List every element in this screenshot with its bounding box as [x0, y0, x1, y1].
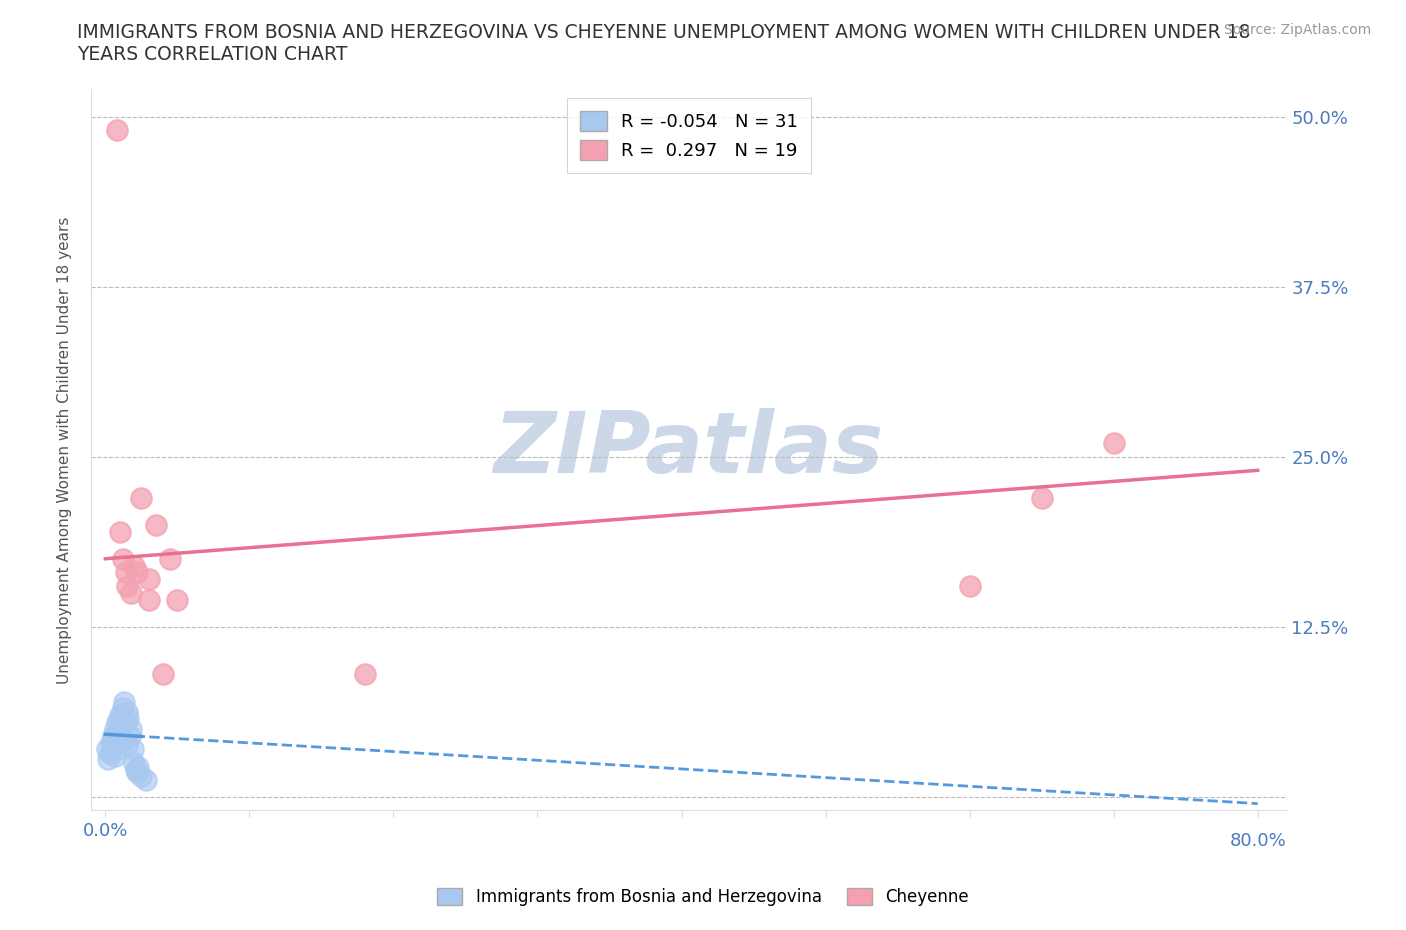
Point: [138, 592, 160, 607]
Point: [105, 714, 128, 729]
Point: [108, 525, 131, 539]
Point: [138, 572, 160, 587]
Point: [107, 742, 129, 757]
Point: [166, 592, 188, 607]
Point: [131, 769, 153, 784]
Point: [104, 749, 127, 764]
Point: [104, 722, 127, 737]
Point: [115, 578, 138, 593]
Point: [105, 123, 128, 138]
Point: [118, 728, 141, 743]
Point: [107, 724, 129, 739]
Point: [103, 732, 125, 747]
Point: [145, 517, 167, 532]
Point: [108, 719, 131, 734]
Legend: Immigrants from Bosnia and Herzegovina, Cheyenne: Immigrants from Bosnia and Herzegovina, …: [430, 881, 976, 912]
Point: [111, 551, 134, 566]
Point: [120, 722, 142, 737]
Point: [122, 755, 145, 770]
Point: [111, 701, 134, 716]
Legend: R = -0.054   N = 31, R =  0.297   N = 19: R = -0.054 N = 31, R = 0.297 N = 19: [567, 99, 811, 172]
Point: [100, 735, 122, 750]
Point: [125, 764, 148, 779]
Text: Source: ZipAtlas.com: Source: ZipAtlas.com: [1223, 23, 1371, 37]
Point: [98, 746, 121, 761]
Point: [120, 585, 142, 600]
Text: IMMIGRANTS FROM BOSNIA AND HERZEGOVINA VS CHEYENNE UNEMPLOYMENT AMONG WOMEN WITH: IMMIGRANTS FROM BOSNIA AND HERZEGOVINA V…: [77, 23, 1251, 64]
Text: ZIPatlas: ZIPatlas: [494, 408, 884, 491]
Point: [127, 760, 149, 775]
Point: [96, 742, 118, 757]
Point: [117, 711, 139, 725]
Point: [122, 558, 145, 573]
Text: 80.0%: 80.0%: [1229, 832, 1286, 850]
Point: [112, 694, 135, 709]
Point: [959, 578, 981, 593]
Point: [135, 773, 157, 788]
Point: [115, 737, 138, 752]
Point: [1031, 490, 1053, 505]
Point: [114, 714, 136, 729]
Point: [159, 551, 181, 566]
Point: [353, 667, 375, 682]
Point: [152, 667, 174, 682]
Point: [1102, 435, 1125, 450]
Point: [97, 751, 120, 766]
Point: [110, 711, 132, 725]
Point: [114, 565, 136, 579]
Point: [131, 490, 153, 505]
Point: [101, 728, 124, 743]
Point: [121, 742, 143, 757]
Point: [112, 732, 135, 747]
Point: [108, 708, 131, 723]
Point: [124, 763, 146, 777]
Point: [125, 565, 148, 579]
Point: [115, 705, 138, 720]
Point: [101, 737, 124, 752]
Y-axis label: Unemployment Among Women with Children Under 18 years: Unemployment Among Women with Children U…: [58, 216, 72, 684]
